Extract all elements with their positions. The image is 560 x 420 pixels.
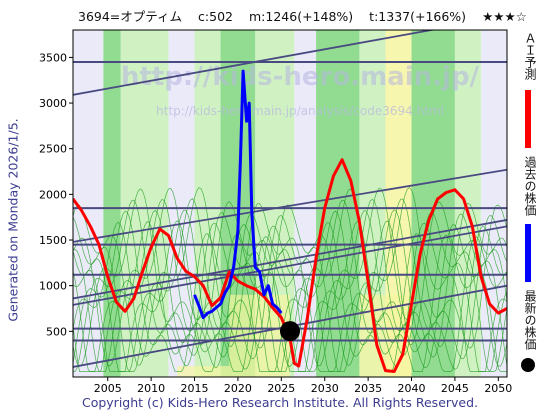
ensemble-line bbox=[73, 209, 507, 372]
trend-line bbox=[73, 225, 507, 306]
x-tick-label: 2010 bbox=[137, 382, 165, 395]
target-price: t:1337(+166%) bbox=[369, 9, 467, 24]
current-price: c:502 bbox=[198, 9, 233, 24]
x-tick-label: 2030 bbox=[311, 382, 339, 395]
legend-latest-label: 最新の株価 bbox=[523, 290, 537, 350]
legend-ai-label: ＡＩ予測 bbox=[523, 32, 537, 80]
legend-past-swatch bbox=[525, 224, 531, 282]
header: 3694=オプティム c:502 m:1246(+148%) t:1337(+166%… bbox=[78, 6, 527, 24]
y-tick-label: 3500 bbox=[39, 51, 67, 64]
legend-latest-dot bbox=[521, 358, 535, 372]
ensemble-line bbox=[73, 220, 507, 372]
ensemble-line bbox=[73, 221, 507, 372]
watermark-url: http://kids-hero.main.jp/ bbox=[121, 62, 480, 92]
trend-line bbox=[73, 219, 507, 300]
y-tick-label: 3000 bbox=[39, 97, 67, 110]
forecast-band bbox=[359, 294, 412, 377]
latest-price-marker bbox=[280, 321, 300, 342]
x-tick-label: 2045 bbox=[441, 382, 469, 395]
legend-ai-swatch bbox=[525, 90, 531, 148]
legend: ＡＩ予測 過去の株価 最新の株価 bbox=[516, 28, 560, 378]
legend-past-label: 過去の株価 bbox=[523, 156, 537, 216]
y-tick-label: 2000 bbox=[39, 188, 67, 201]
y-tick-label: 1000 bbox=[39, 280, 67, 293]
forecast-band bbox=[480, 30, 507, 377]
star-rating: ★★★☆ bbox=[482, 9, 527, 24]
ensemble-line bbox=[73, 210, 507, 372]
forecast-band bbox=[168, 30, 195, 377]
y-tick-label: 2500 bbox=[39, 143, 67, 156]
y-tick-label: 1500 bbox=[39, 234, 67, 247]
x-tick-label: 2025 bbox=[267, 382, 295, 395]
ai-forecast-line bbox=[73, 158, 507, 373]
stock-code: 3694=オプティム bbox=[78, 9, 183, 24]
mean-price: m:1246(+148%) bbox=[249, 9, 354, 24]
x-tick-label: 2005 bbox=[94, 382, 122, 395]
forecast-band bbox=[177, 366, 230, 377]
x-tick-label: 2040 bbox=[398, 382, 426, 395]
forecast-band bbox=[103, 30, 121, 377]
trend-line bbox=[73, 168, 507, 243]
trend-line bbox=[73, 30, 437, 96]
watermark-page: http://kids-hero.main.jp/analysis/code36… bbox=[156, 104, 444, 118]
x-tick-label: 2035 bbox=[354, 382, 382, 395]
x-tick-label: 2020 bbox=[224, 382, 252, 395]
past-price-line bbox=[193, 69, 283, 320]
x-tick-label: 2050 bbox=[484, 382, 512, 395]
x-tick-label: 2015 bbox=[181, 382, 209, 395]
plot-frame bbox=[72, 29, 508, 378]
y-tick-label: 500 bbox=[46, 325, 67, 338]
copyright: Copyright (c) Kids-Hero Research Institu… bbox=[81, 395, 479, 410]
